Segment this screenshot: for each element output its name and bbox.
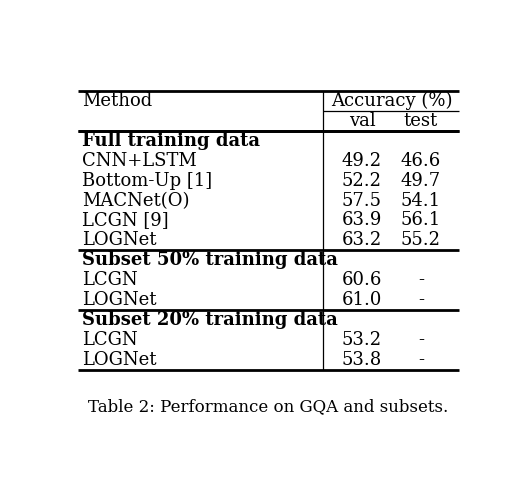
Text: LOGNet: LOGNet — [82, 351, 156, 369]
Text: LCGN: LCGN — [82, 331, 137, 349]
Text: 60.6: 60.6 — [342, 271, 382, 289]
Text: CNN+LSTM: CNN+LSTM — [82, 152, 196, 170]
Text: 63.2: 63.2 — [342, 231, 382, 249]
Text: -: - — [418, 271, 424, 289]
Text: -: - — [418, 351, 424, 369]
Text: 49.2: 49.2 — [342, 152, 382, 170]
Text: Method: Method — [82, 92, 152, 110]
Text: val: val — [348, 112, 375, 130]
Text: Subset 20% training data: Subset 20% training data — [82, 311, 337, 329]
Text: 56.1: 56.1 — [401, 212, 441, 229]
Text: 52.2: 52.2 — [342, 172, 382, 190]
Text: test: test — [403, 112, 438, 130]
Text: 53.8: 53.8 — [342, 351, 382, 369]
Text: 54.1: 54.1 — [401, 192, 441, 210]
Text: 46.6: 46.6 — [401, 152, 441, 170]
Text: LCGN [9]: LCGN [9] — [82, 212, 168, 229]
Text: 61.0: 61.0 — [342, 291, 382, 309]
Text: Accuracy (%): Accuracy (%) — [331, 92, 452, 110]
Text: -: - — [418, 331, 424, 349]
Text: 63.9: 63.9 — [342, 212, 382, 229]
Text: Table 2: Performance on GQA and subsets.: Table 2: Performance on GQA and subsets. — [89, 398, 449, 415]
Text: 49.7: 49.7 — [401, 172, 441, 190]
Text: Full training data: Full training data — [82, 132, 260, 150]
Text: -: - — [418, 291, 424, 309]
Text: LOGNet: LOGNet — [82, 291, 156, 309]
Text: 53.2: 53.2 — [342, 331, 382, 349]
Text: LOGNet: LOGNet — [82, 231, 156, 249]
Text: 55.2: 55.2 — [401, 231, 441, 249]
Text: LCGN: LCGN — [82, 271, 137, 289]
Text: Subset 50% training data: Subset 50% training data — [82, 251, 337, 269]
Text: MACNet(O): MACNet(O) — [82, 192, 189, 210]
Text: 57.5: 57.5 — [342, 192, 382, 210]
Text: Bottom-Up [1]: Bottom-Up [1] — [82, 172, 212, 190]
